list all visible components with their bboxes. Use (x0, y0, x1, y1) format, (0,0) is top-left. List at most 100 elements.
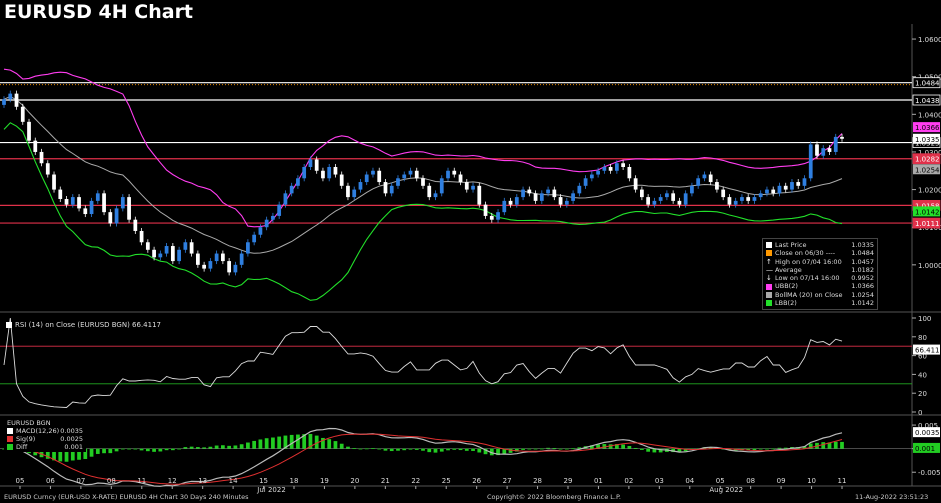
legend-value-0: 1.0335 (851, 241, 874, 249)
macd-diff-bar-33 (208, 446, 213, 449)
macd-diff-bar-27 (170, 448, 175, 451)
footer-center: Copyright© 2022 Bloomberg Finance L.P. (487, 493, 621, 501)
macd-diff-bar-97 (608, 444, 613, 449)
candle-body-46 (289, 185, 294, 194)
candle-body-32 (202, 264, 206, 269)
macd-diff-bar-73 (458, 448, 463, 451)
legend-text-3: Average (775, 265, 802, 274)
candle-body-85 (533, 193, 538, 201)
macd-diff-bar-92 (577, 447, 582, 449)
axis-tag-label-3: 1.0142 (915, 208, 940, 216)
price-axis: 1.06001.05001.04001.03001.02001.01001.00… (912, 36, 941, 270)
macd-diff-bar-54 (339, 443, 344, 449)
price-legend: Last Price 1.0335 Close on 06/30 ---- 1.048… (762, 238, 878, 311)
macd-diff-bar-72 (452, 448, 457, 450)
candle-body-118 (740, 197, 744, 201)
candle-body-63 (396, 178, 400, 186)
rsi-label: RSI (14) on Close (EURUSD BGN) 66.4117 (6, 321, 161, 329)
legend-value-6: 1.0254 (851, 290, 874, 299)
macd-diff-bar-107 (671, 448, 676, 453)
candle-body-19 (120, 197, 125, 209)
macd-diff-bar-14 (89, 448, 94, 457)
candle-body-14 (89, 200, 94, 215)
rsi-tick-label-3: 40 (918, 371, 927, 379)
footer-left: EURUSD Curncy (EUR-USD X-RATE) EURUSD 4H… (4, 493, 249, 501)
legend-value-1: 1.0484 (851, 249, 874, 258)
legend-value-4: 0.9952 (851, 274, 874, 283)
candle-body-29 (183, 242, 188, 250)
macd-diff-bar-29 (183, 447, 188, 449)
candle-body-124 (777, 185, 782, 194)
macd-diff-bar-12 (77, 448, 81, 460)
legend-text-4: Low on 07/14 16:00 (775, 274, 840, 283)
candle-body-99 (621, 163, 625, 167)
macd-diff-bar-67 (421, 448, 425, 451)
macd-legend-swatch-2 (7, 444, 13, 450)
candle-body-112 (702, 174, 707, 179)
macd-legend-row-1: Sig(9) 0.0025 (7, 435, 83, 443)
macd-diff-bar-32 (202, 447, 206, 449)
candle-body-64 (402, 174, 407, 179)
candle-body-84 (527, 189, 532, 194)
time-tick-label-0: 05 (16, 477, 25, 485)
macd-diff-bar-132 (827, 442, 832, 449)
macd-diff-bar-53 (333, 441, 338, 449)
macd-tag-label-1: 0.001 (915, 445, 935, 453)
macd-diff-bar-43 (271, 437, 275, 449)
candle-body-25 (158, 253, 163, 258)
signal-line (3, 433, 843, 485)
legend-text-7: LBB(2) (775, 299, 797, 308)
macd-legend-label-0: MACD(12,26) (7, 427, 59, 435)
macd-diff-bar-52 (327, 439, 332, 449)
macd-diff-bar-55 (346, 446, 350, 449)
candle-body-113 (708, 174, 713, 183)
legend-swatch-3: — (766, 266, 773, 275)
candle-body-103 (646, 197, 651, 205)
time-tick-label-2: 07 (76, 477, 85, 485)
macd-diff-bar-76 (477, 448, 482, 453)
time-tick-label-13: 22 (411, 477, 420, 485)
candle-body-17 (108, 212, 113, 224)
macd-diff-bar-85 (533, 448, 538, 450)
legend-label-1: Close on 06/30 ---- (766, 249, 835, 257)
macd-diff-bar-96 (602, 444, 607, 449)
candle-body-105 (658, 197, 663, 201)
upper-band-line (3, 68, 843, 228)
macd-diff-bar-15 (95, 448, 100, 454)
month-label-jul: Jul 2022 (256, 486, 286, 494)
macd-legend: EURUSD BGN MACD(12,26) 0.0035 Sig(9) 0.0025… (4, 418, 86, 452)
legend-swatch-4: ↓ (766, 274, 772, 283)
macd-diff-bar-122 (765, 448, 769, 450)
candle-body-31 (195, 253, 200, 265)
macd-diff-bar-31 (195, 447, 200, 449)
candle-body-89 (558, 197, 563, 205)
candle-body-62 (389, 185, 394, 194)
candle-body-88 (552, 189, 557, 198)
level-tag-label-3: 1.0282 (915, 156, 940, 164)
legend-label-2: ↑ High on 07/04 16:00 (766, 258, 842, 266)
candle-body-79 (496, 212, 500, 220)
candle-body-23 (145, 242, 150, 250)
candle-body-15 (95, 193, 100, 201)
macd-diff-bar-10 (64, 448, 69, 462)
candle-body-69 (433, 193, 438, 198)
candle-body-51 (321, 170, 325, 179)
candle-body-27 (170, 246, 175, 262)
macd-diff-bar-77 (483, 448, 488, 455)
candle-body-119 (746, 197, 751, 201)
rsi-tick-label-0: 100 (918, 315, 931, 323)
candle-body-130 (815, 144, 819, 156)
macd-legend-label-2: Diff (7, 443, 27, 451)
legend-row-3: — Average 1.0182 (766, 266, 874, 274)
macd-diff-bar-131 (821, 442, 826, 449)
candle-body-96 (602, 167, 607, 171)
macd-diff-bar-30 (189, 446, 194, 449)
macd-tick-label-2: -0.005 (918, 469, 941, 477)
macd-diff-bar-86 (539, 448, 544, 450)
candle-body-125 (783, 185, 788, 190)
candle-body-49 (308, 159, 313, 167)
macd-diff-bar-75 (471, 448, 475, 451)
candle-body-83 (521, 189, 525, 198)
candle-body-9 (58, 189, 63, 199)
macd-diff-bar-80 (502, 448, 507, 454)
